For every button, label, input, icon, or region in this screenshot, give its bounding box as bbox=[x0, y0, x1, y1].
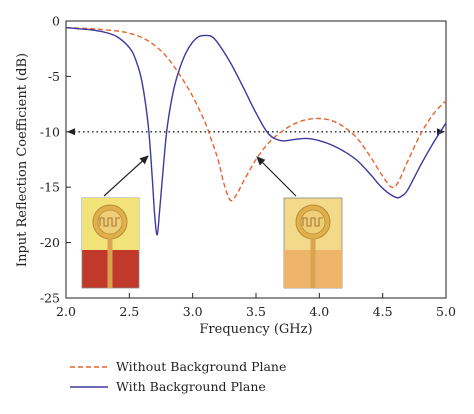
series-without-background-plane bbox=[65, 26, 447, 202]
x-tick-label: 2.5 bbox=[119, 304, 139, 319]
annotation-arrow-right bbox=[256, 156, 297, 197]
antenna-inset-with-plane bbox=[283, 197, 343, 289]
y-tick-label: -5 bbox=[48, 69, 60, 84]
x-tick-label: 3.0 bbox=[183, 304, 203, 319]
x-tick-label: 4.0 bbox=[309, 304, 329, 319]
reference-arrow-left bbox=[67, 128, 75, 136]
legend-label-with-plane: With Background Plane bbox=[116, 379, 266, 394]
y-tick-label: -15 bbox=[40, 180, 60, 195]
x-tick-label: 5.0 bbox=[436, 304, 456, 319]
y-axis-ticks: 0 -5 -10 -15 -20 -25 bbox=[40, 14, 71, 306]
y-tick-label: 0 bbox=[52, 14, 60, 29]
x-tick-label: 4.5 bbox=[373, 304, 393, 319]
y-axis-label: Input Reflection Coefficient (dB) bbox=[15, 53, 30, 267]
legend-label-without-plane: Without Background Plane bbox=[116, 359, 286, 374]
legend: Without Background Plane With Background… bbox=[70, 359, 286, 394]
annotation-arrow-left bbox=[103, 155, 149, 197]
antenna-inset-without-plane bbox=[81, 197, 140, 289]
x-axis-label: Frequency (GHz) bbox=[199, 322, 312, 337]
x-tick-label: 3.5 bbox=[246, 304, 266, 319]
x-axis-ticks: 2.0 2.5 3.0 3.5 4.0 4.5 5.0 bbox=[56, 293, 456, 319]
y-tick-label: -25 bbox=[40, 291, 60, 306]
y-tick-label: -20 bbox=[40, 235, 60, 250]
x-tick-label: 2.0 bbox=[56, 304, 76, 319]
series-with-background-plane bbox=[65, 26, 447, 236]
y-tick-label: -10 bbox=[40, 124, 60, 139]
